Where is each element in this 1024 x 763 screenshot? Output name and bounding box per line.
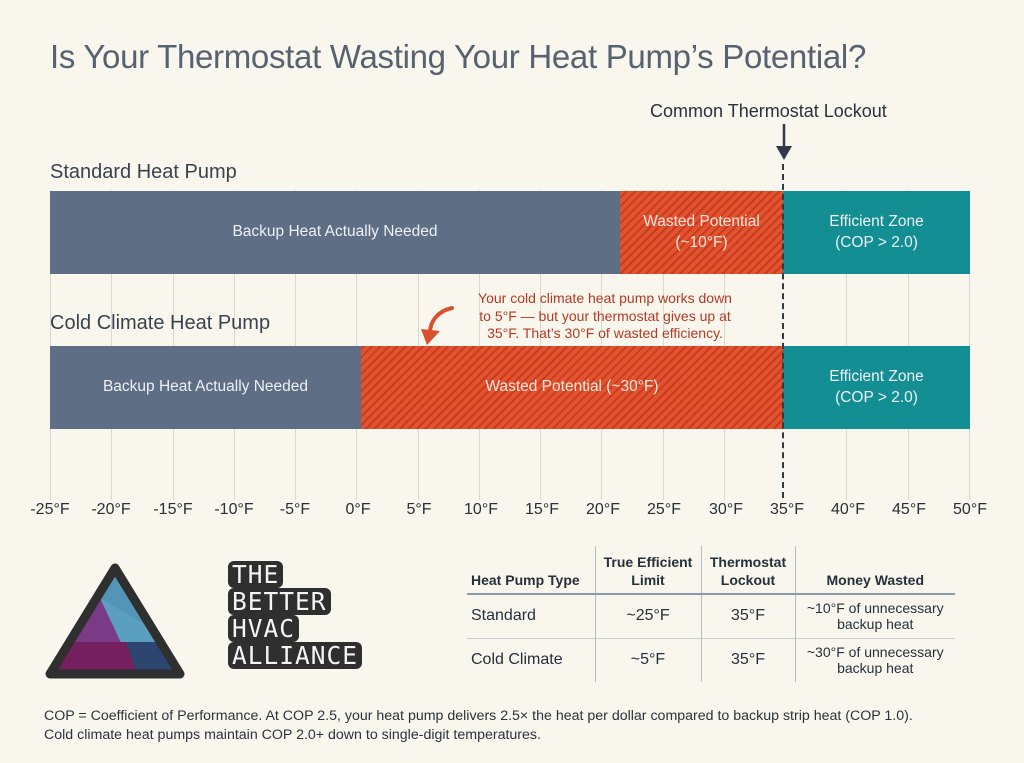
cold-efficient-segment: Efficient Zone (COP > 2.0) [783,346,970,429]
segment-sublabel: (~10°F) [675,233,728,251]
annotation-line: Your cold climate heat pump works down [478,290,732,306]
x-tick: 45°F [892,501,926,518]
col-header-limit: True Efficient Limit [594,546,701,594]
header-line: Limit [631,571,665,588]
cell-lockout: 35°F [700,594,795,638]
lockout-label: Common Thermostat Lockout [650,101,887,121]
segment-label: Backup Heat Actually Needed [232,223,438,241]
cell-type: Cold Climate [471,651,563,669]
standard-backup-segment: Backup Heat Actually Needed [50,191,620,274]
x-tick: -25°F [30,501,70,518]
cell-line: ~10°F of unnecessary [806,600,944,617]
x-tick: 0°F [345,501,371,518]
segment-label: Efficient Zone [829,368,924,386]
cold-backup-segment: Backup Heat Actually Needed [50,346,361,429]
cell-limit: ~25°F [594,594,701,638]
x-tick: 30°F [709,501,743,518]
x-tick: -10°F [214,501,254,518]
table-row: Standard ~25°F 35°F ~10°F of unnecessary… [467,594,955,638]
table-header-row: Heat Pump Type True Efficient Limit Ther… [467,546,955,594]
header-line: True Efficient [603,554,693,570]
segment-sublabel: (COP > 2.0) [835,388,918,406]
row-label-cold-climate: Cold Climate Heat Pump [50,312,271,334]
cell-line: backup heat [837,616,914,633]
header-line: Thermostat [709,554,787,570]
segment-label: Wasted Potential (~30°F) [485,378,659,396]
logo-wordmark: THE BETTER HVAC ALLIANCE [228,561,363,669]
annotation-line: 35°F. That’s 30°F of wasted efficiency. [487,325,723,341]
col-header-lockout: Thermostat Lockout [700,546,795,594]
standard-efficient-segment: Efficient Zone (COP > 2.0) [783,191,970,274]
cell-line: backup heat [837,660,914,677]
x-tick: -15°F [153,501,193,518]
segment-label: Wasted Potential [643,213,760,231]
x-tick: 40°F [831,501,865,518]
cold-wasted-segment: Wasted Potential (~30°F) [361,346,783,429]
x-tick: -20°F [91,501,131,518]
standard-wasted-segment: Wasted Potential (~10°F) [620,191,783,274]
cell-limit: ~5°F [594,638,701,682]
cell-lockout: 35°F [700,638,795,682]
lockout-dashed-line [782,164,784,498]
x-tick: 35°F [770,501,804,518]
x-tick: 10°F [464,501,498,518]
page-title: Is Your Thermostat Wasting Your Heat Pum… [50,38,867,75]
footnote: COP = Coefficient of Performance. At COP… [44,707,1014,745]
row-label-standard: Standard Heat Pump [50,161,237,183]
x-tick: 25°F [647,501,681,518]
segment-label: Efficient Zone [829,213,924,231]
x-tick: 50°F [953,501,987,518]
logo-line: ALLIANCE [228,642,363,669]
col-header-money: Money Wasted [794,546,955,594]
triangle-logo-icon [45,563,185,679]
x-tick: 5°F [406,501,432,518]
cell-type: Standard [471,607,536,625]
summary-table: Heat Pump Type True Efficient Limit Ther… [467,546,955,682]
segment-label: Backup Heat Actually Needed [102,378,309,396]
cell-money: ~10°F of unnecessary backup heat [794,594,955,638]
x-tick: -5°F [279,501,311,518]
annotation-callout: Your cold climate heat pump works down t… [455,290,755,343]
cell-money: ~30°F of unnecessary backup heat [794,638,955,682]
cell-line: ~30°F of unnecessary [806,644,944,661]
table-row: Cold Climate ~5°F 35°F ~30°F of unnecess… [467,638,955,682]
curved-arrow-icon [421,306,454,345]
col-header-type: Heat Pump Type [471,571,580,588]
logo-line: BETTER [228,588,331,615]
header-line: Lockout [720,571,776,588]
footnote-line: COP = Coefficient of Performance. At COP… [44,708,913,724]
segment-sublabel: (COP > 2.0) [835,233,918,251]
footnote-line: Cold climate heat pumps maintain COP 2.0… [44,727,541,743]
annotation-line: to 5°F — but your thermostat gives up at [479,307,731,324]
x-tick: 20°F [586,501,620,518]
x-tick: 15°F [525,501,559,518]
logo-line: THE [228,561,284,588]
down-arrow-icon [776,124,792,160]
logo-line: HVAC [228,615,300,642]
